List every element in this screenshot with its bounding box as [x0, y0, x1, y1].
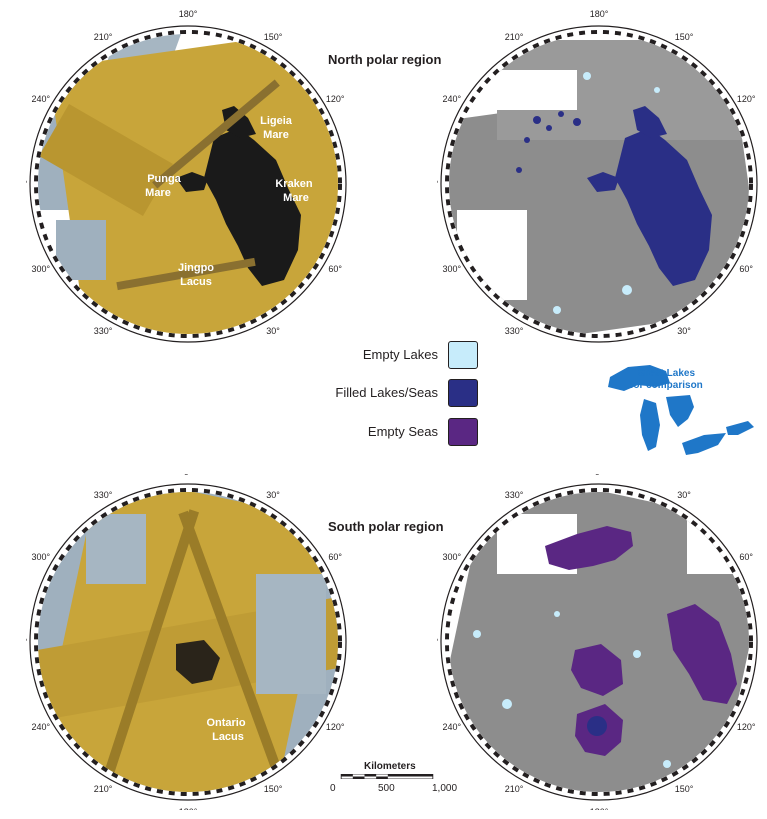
kraken-mare-label-2: Mare [283, 192, 309, 204]
south-radar-degree-labels: 0°30°60°90°120°150°180°210°240°270°300°3… [26, 474, 345, 810]
south-lakes-map: 0°30°60°90°120°150°180°210°240°270°300°3… [437, 474, 761, 810]
degree-label: 300° [31, 264, 50, 274]
jingpo-lacus-label: Jingpo [178, 262, 214, 274]
great-lakes-silhouette [608, 365, 754, 455]
degree-label: 330° [94, 490, 113, 500]
legend-swatch-empty-seas [448, 418, 478, 446]
scale-tick-0: 0 [330, 783, 336, 794]
legend-filled-lakes: Filled Lakes/Seas [328, 379, 478, 407]
degree-label: 150° [675, 784, 694, 794]
degree-label: 150° [264, 784, 283, 794]
legend-swatch-filled-lakes [448, 379, 478, 407]
degree-label: 240° [31, 722, 50, 732]
great-lakes-label-line2: for comparison [630, 380, 703, 391]
south-lakes-degree-labels: 0°30°60°90°120°150°180°210°240°270°300°3… [437, 474, 756, 810]
degree-label: 210° [505, 784, 524, 794]
degree-label: 270° [26, 637, 28, 647]
degree-label: 180° [590, 807, 609, 810]
degree-label: 60° [328, 264, 342, 274]
degree-label: 30° [677, 326, 691, 336]
degree-label: 330° [94, 326, 113, 336]
ontario-lacus-label: Ontario [206, 717, 245, 729]
ontario-lacus-label-2: Lacus [212, 731, 244, 743]
legend-label: Filled Lakes/Seas [335, 385, 438, 400]
degree-label: 120° [326, 94, 345, 104]
degree-label: 300° [31, 552, 50, 562]
degree-label: 30° [677, 490, 691, 500]
degree-label: 330° [505, 490, 524, 500]
degree-label: 60° [739, 552, 753, 562]
degree-label: 120° [737, 94, 756, 104]
degree-label: 270° [26, 179, 28, 189]
degree-label: 150° [675, 32, 694, 42]
ligeia-mare-label-2: Mare [263, 129, 289, 141]
degree-label: 0° [595, 474, 604, 477]
degree-label: 0° [184, 474, 193, 477]
degree-label: 210° [94, 784, 113, 794]
degree-label: 180° [179, 10, 198, 19]
degree-label: 210° [505, 32, 524, 42]
degree-label: 300° [442, 264, 461, 274]
legend-swatch-empty-lakes [448, 341, 478, 369]
north-radar-map: Ligeia Mare Kraken Mare Punga Mare Jingp… [26, 10, 350, 346]
degree-label: 300° [442, 552, 461, 562]
degree-label: 210° [94, 32, 113, 42]
degree-label: 270° [437, 179, 439, 189]
legend-empty-lakes: Empty Lakes [328, 341, 478, 369]
punga-mare-label: Punga [147, 173, 181, 185]
north-polar-title: North polar region [328, 52, 442, 67]
great-lakes-label-line1: Great Lakes [637, 368, 696, 379]
degree-label: 330° [505, 326, 524, 336]
degree-label: 240° [442, 722, 461, 732]
legend-empty-seas: Empty Seas [328, 418, 478, 446]
degree-label: 240° [442, 94, 461, 104]
degree-label: 270° [437, 637, 439, 647]
south-radar-map: Ontario Lacus 0°30°60°90°120°150°180°210… [26, 474, 350, 810]
scale-tick-500: 500 [378, 783, 395, 794]
degree-label: 150° [264, 32, 283, 42]
north-lakes-degree-labels: 180°150°120°90°60°30°0°330°300°270°240°2… [437, 10, 756, 336]
degree-label: 30° [266, 326, 280, 336]
jingpo-lacus-label-2: Lacus [180, 276, 212, 288]
legend-label: Empty Lakes [362, 347, 438, 362]
degree-label: 30° [266, 490, 280, 500]
scale-bar-title: Kilometers [364, 761, 416, 772]
legend-label: Empty Seas [367, 424, 438, 439]
degree-label: 60° [739, 264, 753, 274]
north-radar-degree-labels: 180°150°120°90°60°30°0°330°300°270°240°2… [26, 10, 345, 336]
degree-label: 180° [179, 807, 198, 810]
degree-label: 120° [326, 722, 345, 732]
great-lakes-label: Great Lakes for comparison [630, 368, 703, 392]
punga-mare-label-2: Mare [145, 187, 171, 199]
scale-tick-1000: 1,000 [432, 783, 458, 794]
kraken-mare-label: Kraken [275, 178, 313, 190]
ligeia-mare-label: Ligeia [260, 115, 293, 127]
degree-label: 60° [328, 552, 342, 562]
north-lakes-map: 180°150°120°90°60°30°0°330°300°270°240°2… [437, 10, 761, 346]
degree-label: 120° [737, 722, 756, 732]
scale-bar-graphic [340, 774, 434, 779]
degree-label: 180° [590, 10, 609, 19]
south-polar-title: South polar region [328, 519, 444, 534]
degree-label: 240° [31, 94, 50, 104]
